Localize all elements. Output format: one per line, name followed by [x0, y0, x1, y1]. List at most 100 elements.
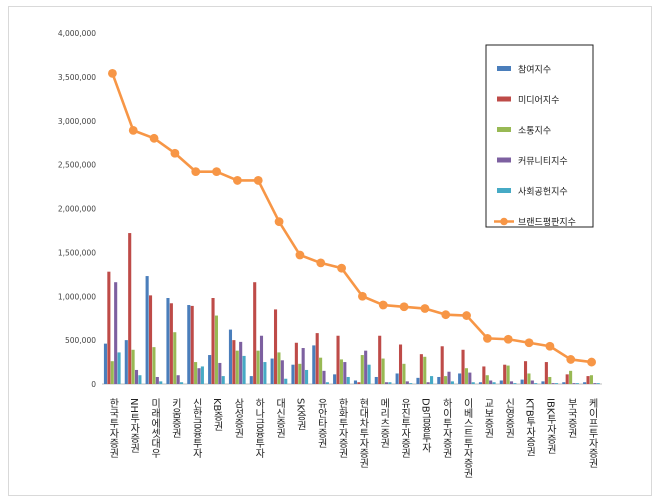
bar	[301, 348, 305, 384]
bar	[534, 383, 538, 384]
line-point	[170, 148, 180, 158]
bar	[437, 376, 441, 384]
bar	[253, 282, 257, 384]
bar	[555, 383, 559, 384]
bar	[305, 369, 309, 384]
bar	[117, 352, 121, 384]
bar	[131, 349, 135, 384]
bar	[294, 342, 298, 384]
bar	[197, 368, 201, 384]
bar	[378, 335, 382, 384]
bar	[187, 305, 191, 384]
bar	[152, 347, 156, 384]
brand-reputation-chart: 0 500,000 1,000,000 1,500,000 2,000,000 2,500…	[58, 29, 602, 478]
line-point	[524, 338, 534, 348]
bar	[527, 373, 531, 384]
bar	[325, 382, 329, 384]
bar	[523, 361, 528, 384]
x-tick-label: SK증권	[294, 398, 306, 431]
bar	[343, 362, 347, 384]
x-tick-label: 유안타증권	[315, 398, 327, 448]
y-tick-label: 1,500,000	[58, 248, 96, 257]
bar	[273, 309, 278, 384]
line-point	[503, 334, 513, 344]
bar	[572, 383, 576, 384]
bar	[176, 375, 180, 384]
bar	[360, 355, 364, 384]
line-point	[316, 258, 326, 268]
line-point	[378, 300, 388, 310]
bar	[589, 375, 593, 384]
bar	[322, 370, 326, 384]
bar	[190, 305, 194, 384]
bar	[444, 376, 448, 384]
bar	[221, 376, 225, 384]
bar	[200, 366, 204, 384]
x-tick-label: 현대차투자증권	[357, 398, 369, 468]
bar	[499, 380, 503, 384]
bar	[388, 382, 392, 384]
line-point	[545, 341, 555, 351]
line-point	[191, 167, 201, 177]
line-point	[212, 167, 221, 177]
bar	[478, 382, 483, 384]
bar	[138, 375, 142, 384]
bar	[214, 315, 218, 384]
x-tick-label: 하나금융투자	[253, 397, 265, 459]
bar	[277, 352, 281, 384]
bar	[402, 363, 406, 384]
bar	[211, 298, 215, 384]
bar	[384, 382, 389, 384]
bar	[458, 373, 462, 384]
bar	[551, 383, 555, 384]
bar	[562, 382, 566, 384]
legend-swatch	[497, 66, 511, 71]
bar	[107, 271, 111, 384]
x-tick-label: 한국투자증권	[107, 398, 119, 458]
line-point	[399, 302, 409, 312]
bar	[544, 362, 548, 384]
line-point	[253, 176, 263, 185]
bar	[124, 340, 128, 384]
x-tick-label: 이베스트투자증권	[461, 398, 473, 478]
bar	[593, 383, 597, 384]
x-tick-label: 키움증권	[169, 398, 181, 438]
bar	[134, 369, 139, 384]
x-tick-label: KTB투자증권	[524, 398, 536, 457]
bar	[232, 340, 236, 384]
legend-label: 사회공헌지수	[518, 187, 568, 198]
bar	[103, 343, 108, 384]
line-point	[128, 126, 138, 135]
bar	[395, 373, 399, 384]
line-point	[462, 311, 471, 320]
bar	[148, 295, 153, 384]
legend-swatch	[497, 96, 511, 102]
bar	[114, 282, 118, 384]
legend-swatch	[497, 127, 511, 132]
x-tick-label: 유진투자증권	[399, 398, 411, 458]
line-point	[358, 291, 367, 301]
x-tick-label: 한화투자증권	[336, 398, 348, 458]
bar	[513, 383, 517, 384]
bar	[509, 381, 514, 384]
bar	[596, 383, 600, 384]
bar	[416, 377, 420, 384]
x-tick-label: IBK투자증권	[544, 398, 556, 454]
bar	[485, 375, 489, 384]
x-tick-label: 미래에셋대우	[149, 398, 161, 459]
bar	[336, 335, 340, 384]
bar	[575, 383, 579, 384]
bar	[284, 378, 288, 384]
bar	[208, 355, 212, 384]
bar	[541, 381, 545, 384]
bar	[145, 276, 149, 384]
legend-swatch	[497, 157, 511, 163]
y-tick-label: 2,500,000	[58, 161, 96, 170]
x-tick-label: 신영증권	[503, 398, 515, 438]
bar	[426, 382, 430, 384]
line-point	[566, 355, 576, 364]
bar	[155, 376, 159, 384]
line-point	[441, 310, 451, 320]
legend-swatch-marker	[500, 217, 508, 226]
bar	[450, 381, 454, 384]
